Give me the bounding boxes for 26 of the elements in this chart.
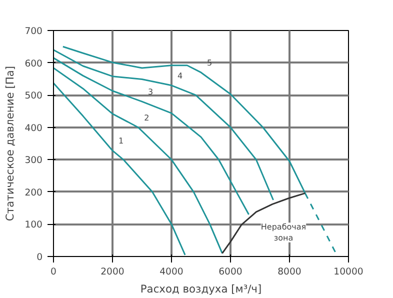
annotation: 1 (118, 136, 124, 146)
y-tick-label: 500 (24, 90, 43, 102)
x-tick-label: 8000 (278, 266, 302, 278)
x-tick-label: 10000 (334, 266, 364, 278)
annotation: 2 (144, 113, 150, 122)
line-series (54, 82, 186, 256)
x-tick-label: 0 (50, 266, 57, 278)
annotation: Нерабочая зона (260, 222, 306, 242)
line-series (54, 57, 250, 216)
y-tick-label: 700 (24, 26, 43, 37)
line-series (54, 67, 223, 254)
y-tick-label: 0 (36, 252, 43, 263)
line-series (54, 49, 274, 201)
x-tick-label: 6000 (218, 266, 242, 278)
x-tick-label: 2000 (100, 266, 124, 278)
y-tick-label: 100 (24, 220, 43, 231)
y-tick-label: 400 (24, 122, 43, 134)
y-tick-label: 600 (24, 58, 43, 70)
y-tick-label: 200 (24, 187, 43, 198)
y-tick-label: 300 (24, 155, 43, 166)
annotation: 3 (148, 88, 154, 97)
line-series (221, 192, 306, 254)
y-axis-title: Статическое давление [Па] (4, 66, 17, 222)
x-axis-title: Расход воздуха [м³/ч] (140, 282, 262, 296)
x-tick-label: 4000 (160, 266, 184, 278)
annotation: 4 (178, 71, 183, 80)
